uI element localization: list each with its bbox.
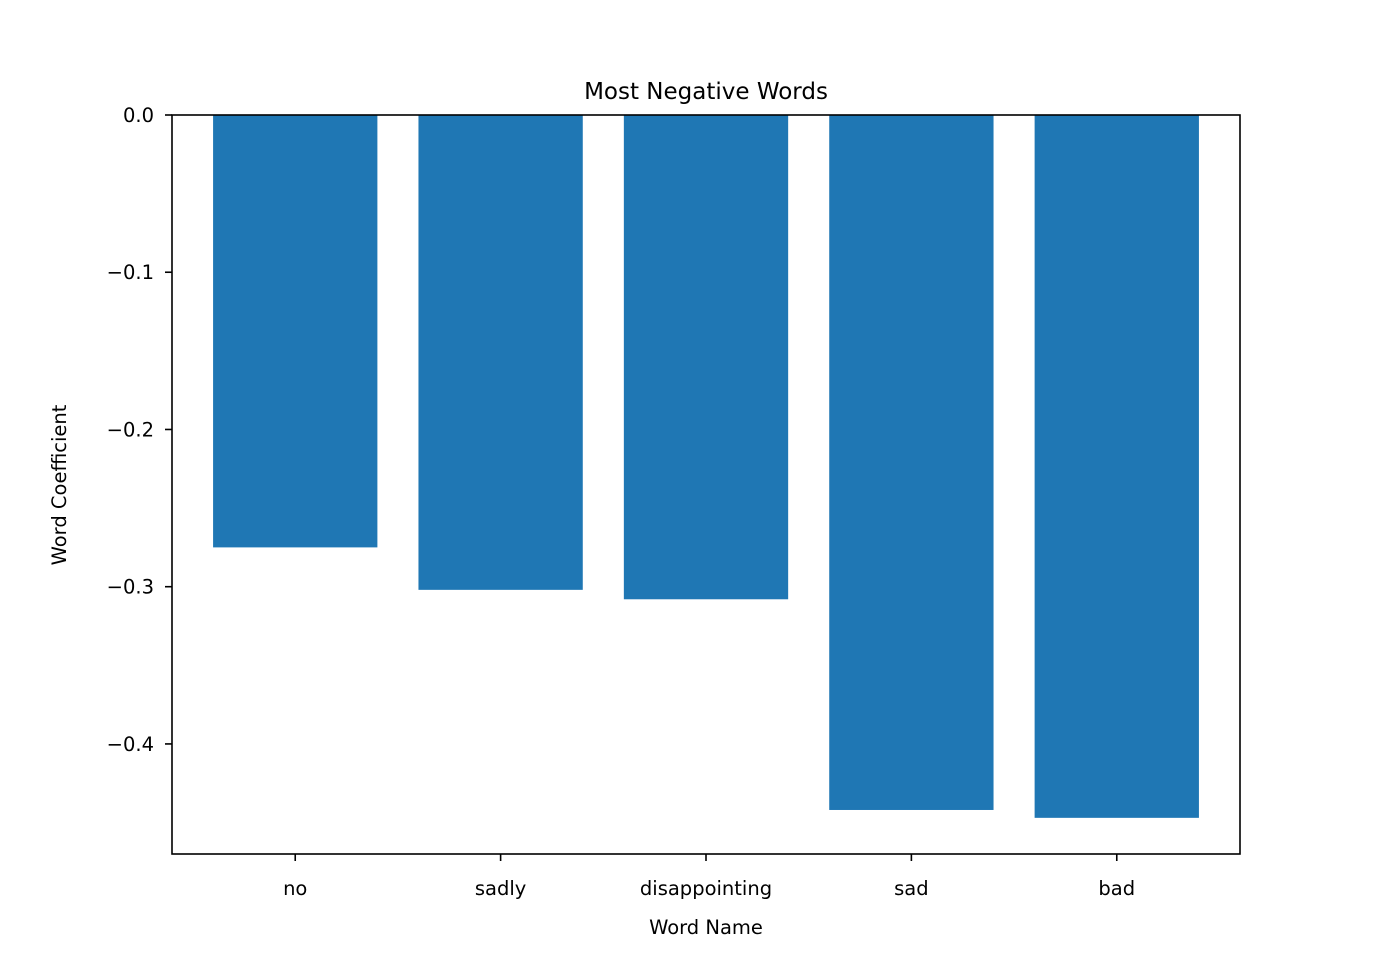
x-tick-label: no [283,877,307,900]
bar-sadly [418,115,583,590]
bar-bad [1034,115,1199,818]
chart-title: Most Negative Words [584,79,828,105]
y-axis-ticks: 0.0 −0.1 −0.2 −0.3 −0.4 [107,104,172,756]
bar-disappointing [623,115,789,600]
x-tick-label: disappointing [640,877,772,900]
bars-group [213,115,1199,818]
plot-frame [171,114,1241,855]
bar-sad [829,115,994,810]
x-axis-label: Word Name [649,916,763,939]
y-tick-label: −0.2 [107,418,154,441]
bar-no [213,115,378,548]
y-tick-label: 0.0 [123,104,154,127]
y-axis-label: Word Coefficient [48,404,71,565]
x-tick-label: bad [1098,877,1135,900]
y-tick-label: −0.3 [107,576,154,599]
y-tick-label: −0.4 [107,733,154,756]
x-tick-label: sad [894,877,929,900]
x-axis-ticks: no sadly disappointing sad bad [283,854,1135,900]
x-tick-label: sadly [475,877,526,900]
y-tick-label: −0.1 [107,261,154,284]
